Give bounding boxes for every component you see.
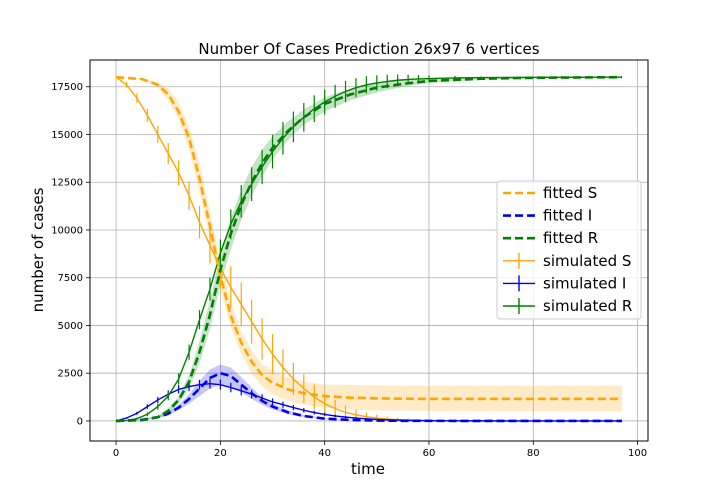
x-tick-label: 40 xyxy=(318,448,331,459)
y-axis-title: number of cases xyxy=(29,187,47,312)
x-tick-label: 80 xyxy=(527,448,540,459)
simulated-i-legend-label: simulated I xyxy=(543,274,626,292)
y-tick-label: 17500 xyxy=(51,82,83,93)
x-axis-title: time xyxy=(351,460,385,478)
fitted-i-band xyxy=(116,364,622,421)
fitted-i-legend-label: fitted I xyxy=(543,207,592,225)
y-tick-label: 5000 xyxy=(58,321,83,332)
simulated-s-legend-label: simulated S xyxy=(543,252,631,270)
simulated-i-series xyxy=(115,378,622,422)
x-tick-label: 0 xyxy=(113,448,119,459)
fitted-i-line xyxy=(116,371,622,423)
simulated-r-series xyxy=(116,74,622,422)
chart-title: Number Of Cases Prediction 26x97 6 verti… xyxy=(198,40,539,58)
simulated-series xyxy=(115,74,622,422)
y-tick-label: 15000 xyxy=(51,130,83,141)
x-tick-label: 20 xyxy=(214,448,227,459)
x-tick-label: 60 xyxy=(423,448,436,459)
x-axis-ticks: 0 20 40 60 80 100 xyxy=(113,441,647,459)
plot-frame xyxy=(89,59,649,442)
simulated-r-line xyxy=(116,76,622,422)
simulated-i-line xyxy=(115,383,622,422)
y-tick-label: 0 xyxy=(77,416,83,427)
confidence-bands xyxy=(116,77,622,421)
simulated-r-legend-label: simulated R xyxy=(543,297,632,315)
y-tick-label: 12500 xyxy=(51,178,83,189)
fitted-s-line xyxy=(115,75,622,401)
y-tick-label: 7500 xyxy=(58,273,83,284)
y-tick-label: 10000 xyxy=(51,225,83,236)
fitted-series xyxy=(115,75,622,423)
y-axis-ticks: 0 2500 5000 7500 10000 12500 15000 17500 xyxy=(51,82,90,427)
fitted-r-line xyxy=(116,75,622,423)
fitted-r-legend-label: fitted R xyxy=(543,229,598,247)
legend: fitted S fitted I fitted R simulated S simul… xyxy=(496,180,642,320)
y-tick-label: 2500 xyxy=(58,369,83,380)
fitted-s-legend-label: fitted S xyxy=(543,184,597,202)
x-tick-label: 100 xyxy=(628,448,647,459)
